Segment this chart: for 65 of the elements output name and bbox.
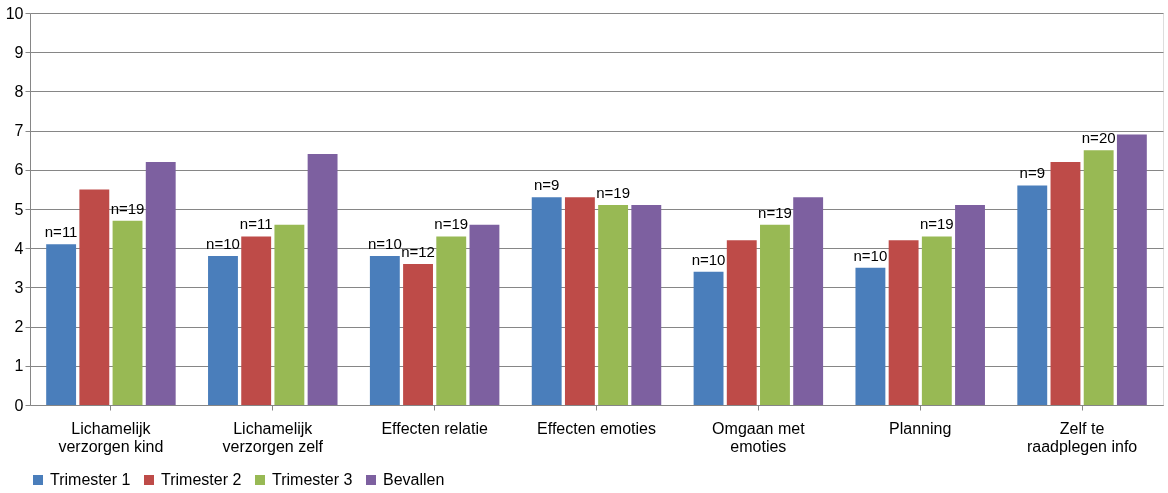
annotation: n=9 [533,176,560,194]
bar [855,267,886,405]
y-tick-label: 9 [14,43,24,61]
y-tick-label: 8 [14,82,24,100]
annotation: n=19 [596,184,630,202]
annotation: n=10 [206,235,240,253]
legend-label: Trimester 1 [50,471,131,488]
bar [403,263,433,405]
annotation: n=11 [239,215,273,233]
bar [793,197,824,405]
bar [631,205,662,405]
annotation: n=19 [434,215,469,233]
annotation: n=10 [853,246,888,264]
bar [79,189,110,405]
legend-label: Bevallen [383,471,445,488]
bar [208,256,238,405]
annotation: n=19 [110,199,145,217]
bar [955,205,985,405]
y-tick-label: 1 [14,357,24,375]
annotation: n=19 [919,215,954,233]
bar [436,236,467,405]
y-tick-label: 5 [14,200,24,218]
bar [145,161,176,405]
x-tick-label: Effecten emoties [537,419,656,437]
x-tick-label: Planning [889,419,952,437]
bar [241,236,272,405]
bar [1050,161,1081,405]
bar [46,244,77,405]
bar [531,197,562,405]
bar [760,224,790,405]
bar [469,224,500,405]
bar [921,236,952,405]
annotation: n=10 [691,250,726,268]
x-tick-label: Zelf te raadplegen info [1026,419,1138,455]
bar [693,271,724,405]
bar [1116,134,1147,405]
bar [112,220,143,405]
annotation: n=10 [367,235,402,253]
bar [598,205,629,405]
y-tick-label: 6 [14,161,24,179]
bar [1017,185,1048,405]
bar [888,240,919,405]
y-tick-label: 10 [5,4,24,22]
x-tick-label: Omgaan met emoties [712,419,806,455]
x-tick-label: Lichamelijk verzorgen zelf [222,419,324,455]
bar [274,224,305,405]
y-tick-label: 2 [14,318,24,336]
annotation: n=19 [758,203,792,221]
bar [1083,150,1114,405]
annotation: n=20 [1081,129,1116,147]
annotation: n=11 [44,223,78,241]
y-tick-label: 7 [14,122,24,140]
x-tick-label: Effecten relatie [381,419,488,437]
bar [307,154,338,405]
legend-label: Trimester 2 [161,471,242,488]
bar [564,197,595,405]
y-tick-label: 4 [14,239,24,257]
bar [726,240,757,405]
x-tick-label: Lichamelijk verzorgen kind [58,419,164,455]
annotation: n=9 [1019,164,1045,182]
annotation: n=12 [401,242,435,260]
bar [369,256,400,405]
y-tick-label: 3 [14,278,24,296]
y-tick-label: 0 [14,396,24,414]
legend-label: Trimester 3 [272,471,353,488]
